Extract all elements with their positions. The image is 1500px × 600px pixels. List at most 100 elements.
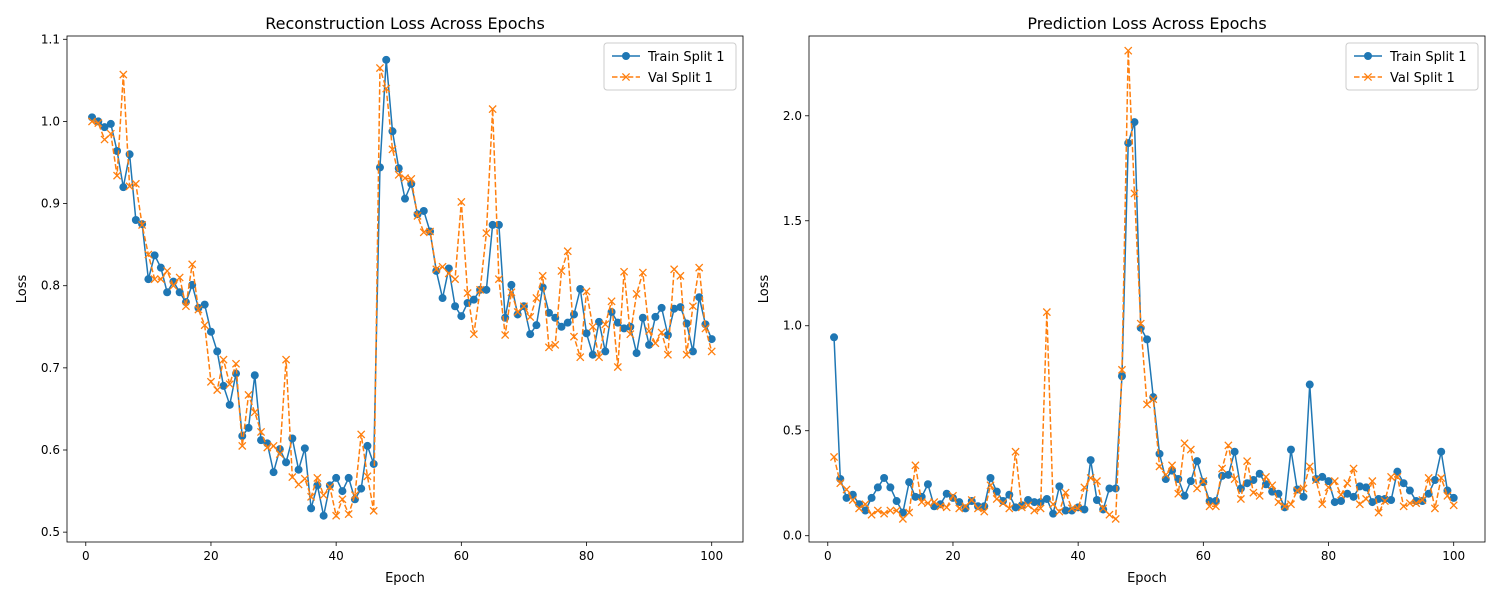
data-point [563,247,572,256]
data-point [1211,502,1220,511]
data-point [219,381,228,390]
data-point [1161,470,1170,479]
data-point [1024,496,1033,505]
data-point [842,493,851,502]
data-point [113,171,122,180]
data-point [576,353,585,362]
data-point [1080,505,1089,514]
data-point [1061,506,1070,515]
data-point [955,498,964,507]
data-point [1205,502,1214,511]
data-point [282,458,291,467]
data-point [1324,477,1333,486]
data-point [1036,504,1045,513]
data-point [595,317,604,326]
data-point [676,271,685,280]
data-point [1142,400,1152,409]
data-point [620,267,629,276]
data-point [942,489,951,498]
data-point [551,340,560,349]
data-point [1149,393,1158,402]
data-point [357,430,366,439]
x-tick-label: 60 [1196,549,1211,563]
data-point [601,347,610,356]
data-point [338,495,347,504]
data-point [319,491,328,500]
data-point [588,322,597,331]
data-point [1055,482,1064,491]
data-point [482,285,491,294]
data-point [150,251,159,260]
data-point [1286,500,1296,509]
data-point [1155,449,1164,458]
x-tick-label: 20 [203,549,218,563]
series-val [829,46,1458,523]
data-point [1387,496,1396,505]
data-point [1393,467,1402,476]
data-point [829,452,839,462]
data-point [407,174,416,183]
data-point [544,343,554,352]
data-point [394,170,403,179]
data-point [156,263,165,272]
data-point [638,268,647,277]
data-point [357,484,366,493]
data-point [507,280,516,289]
data-point [1449,501,1458,510]
data-point [1368,477,1377,486]
data-point [1130,118,1139,127]
data-point [206,327,215,336]
data-point [1205,497,1214,506]
data-point [1049,500,1058,509]
data-point [1230,474,1239,484]
chart-title: Reconstruction Loss Across Epochs [265,14,545,33]
chart-title: Prediction Loss Across Epochs [1027,14,1266,33]
data-point [1092,477,1101,486]
data-point [651,339,660,348]
data-point [1418,497,1427,506]
data-point [175,288,184,297]
data-point [1055,507,1064,516]
data-point [905,508,914,517]
data-point [313,473,322,482]
data-point [307,504,316,513]
data-point [206,377,216,386]
data-point [1030,498,1039,507]
data-point [363,472,372,481]
data-point [1305,380,1314,389]
y-axis-label: Loss [15,275,30,304]
data-point [1067,504,1076,513]
data-point [469,330,478,339]
data-point [1343,489,1352,498]
y-tick-label: 0.6 [41,443,60,457]
x-tick-label: 0 [82,549,90,563]
x-tick-label: 40 [329,549,344,563]
data-point [1343,479,1352,488]
data-point [867,510,876,519]
data-point [482,229,491,238]
data-point [923,480,932,489]
reconstruction-loss-chart: 0 20 40 60 80 100 0.5 0.6 0.7 0.8 0.9 1.0 1.1 Reconst… [15,14,744,586]
data-point [307,492,316,501]
data-point [325,482,334,492]
data-point [144,275,153,284]
series-train [88,55,716,520]
data-point [892,506,901,515]
prediction-loss-chart: 0 20 40 60 80 100 0.0 0.5 1.0 1.5 2.0 Prediction Lo… [757,14,1486,586]
data-point [294,465,303,474]
data-point [886,506,895,515]
series-line [91,67,713,519]
data-point [1368,498,1377,507]
data-point [119,70,128,79]
data-point [1337,497,1346,506]
data-point [1086,456,1095,465]
data-point [87,117,97,126]
data-point [1443,491,1452,500]
data-point [138,220,147,229]
legend-label: Val Split 1 [648,71,713,86]
data-point [250,371,259,380]
data-point [275,450,284,459]
data-point [519,302,528,311]
data-point [1330,477,1339,486]
data-point [999,497,1008,506]
